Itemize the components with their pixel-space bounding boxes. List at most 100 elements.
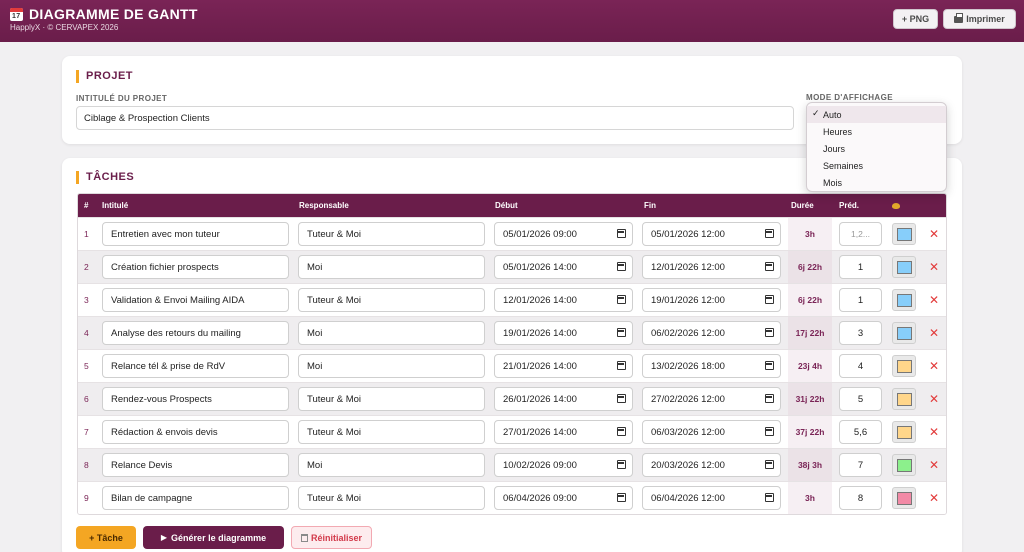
- task-end-input[interactable]: 27/02/2026 12:00: [642, 387, 781, 411]
- calendar-icon[interactable]: [765, 328, 774, 337]
- calendar-icon[interactable]: [617, 493, 626, 502]
- calendar-icon[interactable]: [765, 493, 774, 502]
- task-color-picker[interactable]: [892, 355, 916, 377]
- close-icon[interactable]: ✕: [929, 425, 940, 439]
- task-start-input[interactable]: 26/01/2026 14:00: [494, 387, 633, 411]
- col-num: #: [84, 201, 89, 210]
- task-predecessor-input[interactable]: 1,2...: [839, 222, 882, 246]
- print-button[interactable]: Imprimer: [943, 9, 1016, 29]
- calendar-icon[interactable]: [765, 229, 774, 238]
- calendar-icon[interactable]: [765, 295, 774, 304]
- close-icon[interactable]: ✕: [929, 293, 940, 307]
- display-mode-dropdown[interactable]: ✓ Auto Heures Jours Semaines Mois: [806, 102, 947, 192]
- add-task-button[interactable]: + Tâche: [76, 526, 136, 549]
- task-owner-input[interactable]: Moi: [298, 321, 485, 345]
- table-row: 8 Relance Devis Moi 10/02/2026 09:00 20/03/2…: [78, 448, 946, 482]
- task-predecessor-input[interactable]: 5: [839, 387, 882, 411]
- project-name-input[interactable]: Ciblage & Prospection Clients: [76, 106, 794, 130]
- task-predecessor-input[interactable]: 1: [839, 255, 882, 279]
- task-end-input[interactable]: 13/02/2026 18:00: [642, 354, 781, 378]
- calendar-icon[interactable]: [617, 328, 626, 337]
- calendar-icon[interactable]: [617, 460, 626, 469]
- task-title-input[interactable]: Entretien avec mon tuteur: [102, 222, 289, 246]
- task-title-input[interactable]: Rendez-vous Prospects: [102, 387, 289, 411]
- task-owner-input[interactable]: Moi: [298, 453, 485, 477]
- calendar-icon[interactable]: [617, 262, 626, 271]
- calendar-icon[interactable]: [617, 361, 626, 370]
- mode-option-jours[interactable]: Jours: [823, 143, 846, 154]
- task-predecessor-input[interactable]: 8: [839, 486, 882, 510]
- task-title-input[interactable]: Validation & Envoi Mailing AIDA: [102, 288, 289, 312]
- task-owner-input[interactable]: Moi: [298, 255, 485, 279]
- col-fin: Fin: [644, 201, 656, 210]
- task-predecessor-input[interactable]: 3: [839, 321, 882, 345]
- task-start-input[interactable]: 21/01/2026 14:00: [494, 354, 633, 378]
- task-title-input[interactable]: Relance Devis: [102, 453, 289, 477]
- task-end-input[interactable]: 19/01/2026 12:00: [642, 288, 781, 312]
- calendar-icon[interactable]: [765, 460, 774, 469]
- task-start-input[interactable]: 06/04/2026 09:00: [494, 486, 633, 510]
- close-icon[interactable]: ✕: [929, 326, 940, 340]
- close-icon[interactable]: ✕: [929, 491, 940, 505]
- task-color-picker[interactable]: [892, 487, 916, 509]
- play-icon: ▶: [160, 533, 168, 542]
- tasks-card: TÂCHES # Intitulé Responsable Début Fin …: [62, 158, 962, 552]
- task-predecessor-input[interactable]: 1: [839, 288, 882, 312]
- task-color-picker[interactable]: [892, 289, 916, 311]
- task-title-input[interactable]: Bilan de campagne: [102, 486, 289, 510]
- task-color-picker[interactable]: [892, 388, 916, 410]
- task-owner-input[interactable]: Tuteur & Moi: [298, 288, 485, 312]
- calendar-icon[interactable]: [617, 427, 626, 436]
- task-start-input[interactable]: 19/01/2026 14:00: [494, 321, 633, 345]
- task-owner-input[interactable]: Tuteur & Moi: [298, 222, 485, 246]
- close-icon[interactable]: ✕: [929, 227, 940, 241]
- calendar-icon[interactable]: [617, 295, 626, 304]
- task-end-input[interactable]: 06/03/2026 12:00: [642, 420, 781, 444]
- task-owner-input[interactable]: Tuteur & Moi: [298, 486, 485, 510]
- task-color-picker[interactable]: [892, 256, 916, 278]
- mode-option-mois[interactable]: Mois: [823, 177, 843, 188]
- task-end-input[interactable]: 12/01/2026 12:00: [642, 255, 781, 279]
- calendar-icon[interactable]: [765, 427, 774, 436]
- mode-option-auto[interactable]: ✓ Auto: [807, 106, 946, 123]
- task-start-input[interactable]: 12/01/2026 14:00: [494, 288, 633, 312]
- task-title-input[interactable]: Création fichier prospects: [102, 255, 289, 279]
- calendar-icon[interactable]: [617, 229, 626, 238]
- task-predecessor-input[interactable]: 7: [839, 453, 882, 477]
- task-color-picker[interactable]: [892, 322, 916, 344]
- task-owner-input[interactable]: Tuteur & Moi: [298, 387, 485, 411]
- table-row: 3 Validation & Envoi Mailing AIDA Tuteur &…: [78, 283, 946, 317]
- task-predecessor-input[interactable]: 5,6: [839, 420, 882, 444]
- task-title-input[interactable]: Rédaction & envois devis: [102, 420, 289, 444]
- task-owner-input[interactable]: Moi: [298, 354, 485, 378]
- task-end-input[interactable]: 20/03/2026 12:00: [642, 453, 781, 477]
- close-icon[interactable]: ✕: [929, 359, 940, 373]
- task-end-input[interactable]: 06/04/2026 12:00: [642, 486, 781, 510]
- close-icon[interactable]: ✕: [929, 458, 940, 472]
- export-png-button[interactable]: + PNG: [893, 9, 938, 29]
- task-owner-input[interactable]: Tuteur & Moi: [298, 420, 485, 444]
- task-color-picker[interactable]: [892, 223, 916, 245]
- mode-option-heures[interactable]: Heures: [823, 126, 853, 137]
- close-icon[interactable]: ✕: [929, 392, 940, 406]
- generate-diagram-button[interactable]: ▶ Générer le diagramme: [143, 526, 284, 549]
- task-title-input[interactable]: Analyse des retours du mailing: [102, 321, 289, 345]
- task-end-input[interactable]: 05/01/2026 12:00: [642, 222, 781, 246]
- task-color-picker[interactable]: [892, 454, 916, 476]
- task-color-picker[interactable]: [892, 421, 916, 443]
- table-row: 4 Analyse des retours du mailing Moi 19/01/…: [78, 316, 946, 350]
- task-start-input[interactable]: 05/01/2026 09:00: [494, 222, 633, 246]
- task-start-input[interactable]: 05/01/2026 14:00: [494, 255, 633, 279]
- task-start-input[interactable]: 10/02/2026 09:00: [494, 453, 633, 477]
- task-start-input[interactable]: 27/01/2026 14:00: [494, 420, 633, 444]
- task-end-input[interactable]: 06/02/2026 12:00: [642, 321, 781, 345]
- mode-option-semaines[interactable]: Semaines: [823, 160, 864, 171]
- close-icon[interactable]: ✕: [929, 260, 940, 274]
- reset-button[interactable]: Réinitialiser: [291, 526, 372, 549]
- calendar-icon[interactable]: [617, 394, 626, 403]
- task-title-input[interactable]: Relance tél & prise de RdV: [102, 354, 289, 378]
- calendar-icon[interactable]: [765, 361, 774, 370]
- calendar-icon[interactable]: [765, 394, 774, 403]
- task-predecessor-input[interactable]: 4: [839, 354, 882, 378]
- calendar-icon[interactable]: [765, 262, 774, 271]
